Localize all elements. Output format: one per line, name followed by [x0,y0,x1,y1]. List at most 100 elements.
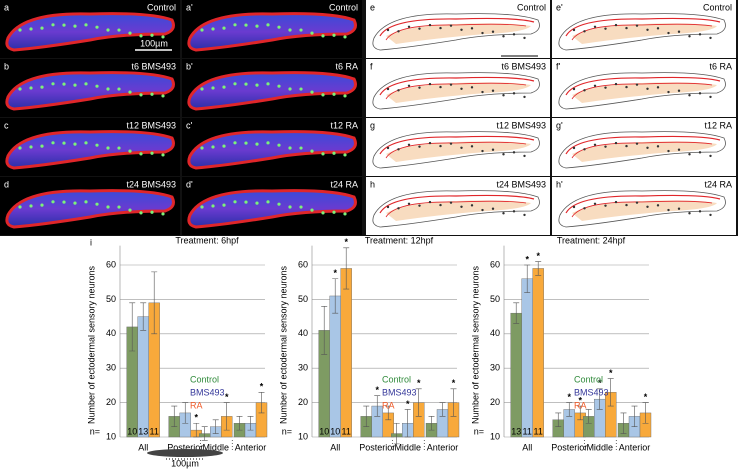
cell [332,92,336,96]
panel-letter: f [370,61,373,71]
cell [106,28,110,32]
cell [128,208,132,212]
panel-label: Control [517,2,546,12]
cell [614,82,618,86]
panel-label: Control [147,2,176,12]
cell [439,203,442,207]
n-label: n= [282,426,292,436]
chart-title: Treatment: 6hpf [175,235,239,245]
cell [470,204,474,207]
cell [106,146,110,150]
panel-letter: f' [556,61,561,71]
cell [222,203,226,207]
panel-letter: h' [556,179,563,189]
cell [646,28,649,32]
cell [29,204,33,208]
panel-letter: c [4,120,9,130]
error-bar [343,247,350,290]
diagram-panel: h t24 BMS493 [366,177,550,235]
legend-entry: RA [574,400,587,410]
significance-marker: * [406,399,410,409]
cell [299,28,303,32]
cell [244,141,248,145]
image-panel: b t6 BMS493 [0,59,180,117]
error-bar [140,302,147,331]
x-tick-label: Anterior [427,442,459,452]
cell [418,204,421,207]
bar [329,295,341,438]
cell [255,24,259,28]
error-bar [415,388,422,417]
y-axis-label: Number of ectodermal sensory neurons [470,265,480,424]
scale-bar-label: 100µm [171,458,199,468]
cell [343,94,347,98]
x-tick-label: Middle [586,442,613,452]
bar [521,278,533,438]
cell [635,83,639,86]
cell [299,146,303,150]
n-label: n= [90,426,100,436]
n-value: 11 [150,426,159,436]
embryo [5,130,175,170]
cell [95,25,99,29]
cell [40,26,44,30]
panel-letter: i [90,237,92,247]
nerve [571,200,713,218]
cell [321,152,325,156]
x-tick-label: All [138,442,148,452]
cell [625,144,628,148]
cell [40,144,44,148]
cell [698,92,702,95]
panel-letter: g' [556,120,563,130]
image-panel: c' t12 RA [182,118,362,176]
n-value: 10 [330,426,340,436]
cell [18,146,22,150]
cell [73,142,77,146]
cell [397,207,400,210]
outline [372,13,540,51]
cell [386,28,390,32]
tissue [386,141,531,162]
diagram-panel: eControl100µm [366,0,550,67]
cell [614,200,618,204]
cell [84,82,88,86]
cell [299,87,303,91]
cell [593,202,597,205]
y-tick-label: 10 [106,431,116,441]
legend-entry: RA [190,400,203,410]
cell [625,85,628,89]
cell [491,89,495,92]
error-bar [363,405,370,427]
cell [709,36,712,40]
significance-marker: * [644,392,648,402]
cell [117,205,121,209]
cell [106,205,110,209]
cell [84,23,88,27]
nerve [385,23,527,41]
cell [572,28,576,32]
cell [288,87,292,91]
error-bar [385,405,392,421]
cell [625,203,628,207]
image-panel: b' t6 RA [182,59,362,117]
n-value: 10 [127,426,137,436]
y-tick-label: 50 [298,294,308,304]
cell [460,146,463,150]
image-panel: c t12 BMS493 [0,118,180,176]
cell [310,208,314,212]
cell [656,145,660,148]
cell [439,85,442,89]
cell [428,200,432,204]
significance-marker: * [260,382,264,392]
cell [656,27,660,30]
x-tick-label: Posterior [359,442,395,452]
significance-marker: * [452,378,456,388]
x-tick-label: Middle [394,442,421,452]
panel-label: t24 RA [704,179,732,189]
cell [233,141,237,145]
cell [150,92,154,96]
cell [343,35,347,39]
scale-bar-label: 100µm [140,38,168,48]
image-panel: a' Control [182,0,362,58]
error-bar [631,405,638,427]
